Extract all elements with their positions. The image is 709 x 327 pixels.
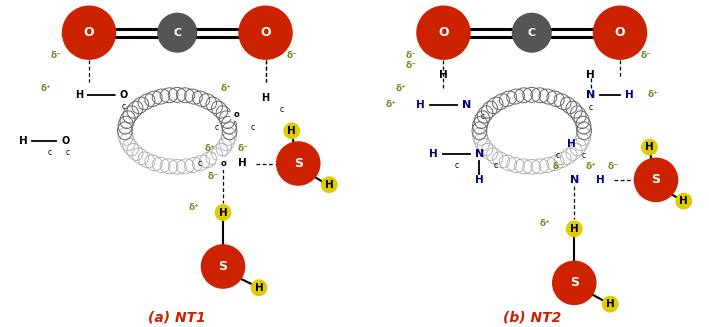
Text: c: c <box>556 151 560 160</box>
Circle shape <box>642 139 657 155</box>
Text: δ⁻: δ⁻ <box>641 51 652 60</box>
Text: H: H <box>625 90 635 100</box>
Circle shape <box>603 296 618 312</box>
Text: c: c <box>214 123 218 132</box>
Text: H: H <box>679 196 688 206</box>
Circle shape <box>566 221 582 237</box>
Text: c: c <box>493 161 498 170</box>
Text: δ⁻: δ⁻ <box>406 61 416 70</box>
Text: δ⁻: δ⁻ <box>238 144 248 153</box>
Text: δ⁻: δ⁻ <box>608 162 619 171</box>
Text: H: H <box>255 283 263 293</box>
Text: H: H <box>75 90 83 100</box>
Circle shape <box>553 262 596 304</box>
Circle shape <box>202 245 245 288</box>
Text: O: O <box>615 26 625 39</box>
Text: O: O <box>84 26 94 39</box>
Circle shape <box>594 7 646 59</box>
Text: δ⁺: δ⁺ <box>585 162 596 171</box>
Circle shape <box>216 205 231 220</box>
Text: δ⁻: δ⁻ <box>208 172 218 181</box>
Text: δ⁺: δ⁺ <box>540 219 550 229</box>
Text: δ⁻: δ⁻ <box>406 51 416 60</box>
Text: δ⁻: δ⁻ <box>552 162 564 171</box>
Text: c: c <box>250 123 255 132</box>
Text: N: N <box>475 149 484 159</box>
Circle shape <box>635 159 677 201</box>
Text: H: H <box>566 139 576 149</box>
Text: H: H <box>287 126 296 136</box>
Text: c: c <box>454 161 459 170</box>
Text: (a) NT1: (a) NT1 <box>148 310 206 324</box>
Circle shape <box>258 91 273 105</box>
Text: δ⁻: δ⁻ <box>286 51 297 60</box>
Text: o: o <box>233 110 239 119</box>
Circle shape <box>230 109 242 120</box>
Text: N: N <box>586 90 596 100</box>
Circle shape <box>676 193 692 209</box>
Text: N: N <box>462 100 471 110</box>
Text: c: c <box>481 112 485 121</box>
Circle shape <box>240 7 291 59</box>
Text: δ⁺: δ⁺ <box>205 144 216 153</box>
Circle shape <box>63 7 115 59</box>
Text: H: H <box>429 149 438 159</box>
Text: H: H <box>645 142 654 152</box>
Text: (b) NT2: (b) NT2 <box>503 310 561 324</box>
Text: H: H <box>262 93 269 103</box>
Circle shape <box>116 88 130 102</box>
Text: δ⁺: δ⁺ <box>386 100 396 109</box>
Circle shape <box>321 177 337 193</box>
Text: S: S <box>218 260 228 273</box>
Text: H: H <box>586 70 595 80</box>
Text: c: c <box>198 159 202 168</box>
Text: δ⁺: δ⁺ <box>41 84 52 93</box>
Circle shape <box>418 7 469 59</box>
Circle shape <box>217 158 229 169</box>
Text: O: O <box>119 90 128 100</box>
Circle shape <box>251 280 267 296</box>
Text: H: H <box>416 100 425 110</box>
Text: H: H <box>606 299 615 309</box>
Text: H: H <box>596 175 605 185</box>
Text: c: c <box>48 147 52 157</box>
Text: O: O <box>260 26 271 39</box>
Text: δ⁺: δ⁺ <box>221 84 232 93</box>
Text: O: O <box>438 26 449 39</box>
Text: δ⁻: δ⁻ <box>51 51 62 60</box>
Text: c: c <box>280 105 284 114</box>
Text: H: H <box>19 136 28 146</box>
Text: δ⁺: δ⁺ <box>396 84 406 93</box>
Text: H: H <box>475 175 484 185</box>
Circle shape <box>158 14 196 52</box>
Text: S: S <box>570 276 579 289</box>
Text: o: o <box>220 159 226 168</box>
Circle shape <box>284 123 299 139</box>
Text: N: N <box>569 175 579 185</box>
Circle shape <box>277 142 320 185</box>
Text: C: C <box>527 28 536 38</box>
Text: H: H <box>218 208 228 217</box>
Text: H: H <box>439 70 448 80</box>
Text: δ⁺: δ⁺ <box>188 203 199 212</box>
Text: H: H <box>325 180 334 190</box>
Circle shape <box>59 133 73 148</box>
Text: O: O <box>62 136 70 146</box>
Text: S: S <box>294 157 303 170</box>
Text: H: H <box>238 159 247 168</box>
Text: δ⁺: δ⁺ <box>647 90 658 99</box>
Text: c: c <box>582 151 586 160</box>
Text: c: c <box>588 103 593 112</box>
Text: c: c <box>121 102 125 111</box>
Circle shape <box>513 14 551 52</box>
Text: H: H <box>570 224 579 234</box>
Text: c: c <box>66 147 69 157</box>
Text: S: S <box>652 173 661 186</box>
Circle shape <box>72 88 86 102</box>
Text: C: C <box>173 28 182 38</box>
